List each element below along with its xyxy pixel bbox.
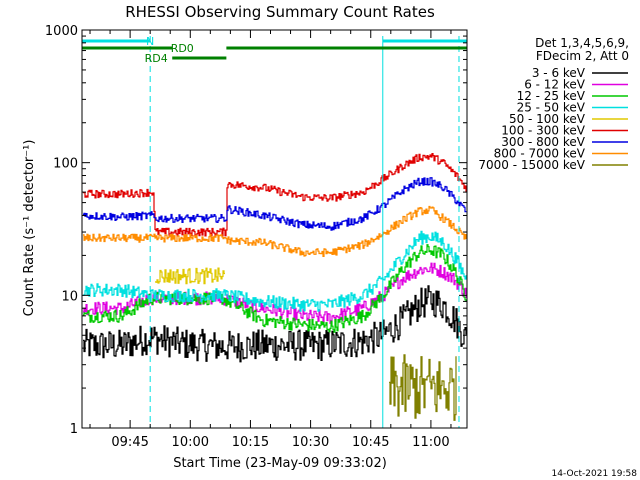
x-tick-label: 10:45 — [352, 435, 389, 450]
y-axis-label: Count Rate (s⁻¹ detector⁻¹) — [22, 140, 37, 317]
flag-label: RD0 — [171, 42, 194, 55]
y-tick-label: 1 — [70, 422, 78, 437]
x-tick-label: 10:30 — [292, 435, 329, 450]
vline-layer — [149, 36, 460, 428]
series-line — [83, 285, 467, 363]
x-tick-label: 10:15 — [232, 435, 269, 450]
x-tick-label: 11:00 — [412, 435, 449, 450]
series-line — [83, 153, 467, 237]
series-line — [83, 230, 467, 312]
legend-entry-label: 800 - 7000 keV — [494, 147, 586, 161]
series-layer — [83, 153, 467, 421]
footer-date: 14-Oct-2021 19:58 — [552, 469, 638, 479]
x-tick-label: 10:00 — [172, 435, 209, 450]
legend-header: Det 1,3,4,5,6,9, — [535, 36, 629, 50]
y-axis: 1 10 100 1000 — [45, 24, 467, 437]
legend-entry-label: 6 - 12 keV — [524, 78, 586, 92]
series-2 — [83, 244, 467, 333]
x-axis: 09:45 10:00 10:15 10:30 10:45 11:00 — [89, 30, 452, 450]
legend-entry-label: 3 - 6 keV — [532, 66, 586, 80]
series-5 — [83, 153, 467, 237]
y-tick-label: 100 — [53, 157, 78, 172]
series-4 — [155, 267, 225, 285]
series-0 — [83, 285, 467, 363]
legend-entry-label: 12 - 25 keV — [517, 89, 586, 103]
series-line — [83, 244, 467, 333]
y-tick-label: 1000 — [45, 24, 78, 39]
series-line — [83, 205, 467, 257]
legend-header: FDecim 2, Att 0 — [536, 49, 629, 63]
flag-label: RD4 — [145, 52, 168, 65]
series-line — [83, 177, 467, 231]
flag-label: N — [146, 35, 154, 48]
series-3 — [83, 230, 467, 312]
plot-frame — [81, 29, 468, 429]
series-line — [389, 354, 457, 421]
series-6 — [83, 177, 467, 231]
legend-entry-label: 300 - 800 keV — [501, 135, 585, 149]
x-axis-label: Start Time (23-May-09 09:33:02) — [173, 456, 387, 471]
series-7 — [83, 205, 467, 257]
legend-entry-label: 7000 - 15000 keV — [478, 158, 585, 172]
chart-title: RHESSI Observing Summary Count Rates — [125, 3, 435, 21]
x-tick-label: 09:45 — [111, 435, 148, 450]
legend-entry-label: 50 - 100 keV — [509, 112, 586, 126]
flag-n: N — [82, 35, 467, 48]
series-line — [155, 267, 225, 285]
series-8 — [389, 354, 457, 421]
legend-entry-label: 100 - 300 keV — [501, 124, 585, 138]
y-tick-label: 10 — [61, 289, 78, 304]
legend: Det 1,3,4,5,6,9,FDecim 2, Att 0 3 - 6 keV… — [478, 36, 629, 172]
flag-rd4: RD4 — [145, 52, 227, 65]
flag-rd0: RD0 — [82, 42, 467, 55]
legend-entry-label: 25 - 50 keV — [517, 101, 586, 115]
